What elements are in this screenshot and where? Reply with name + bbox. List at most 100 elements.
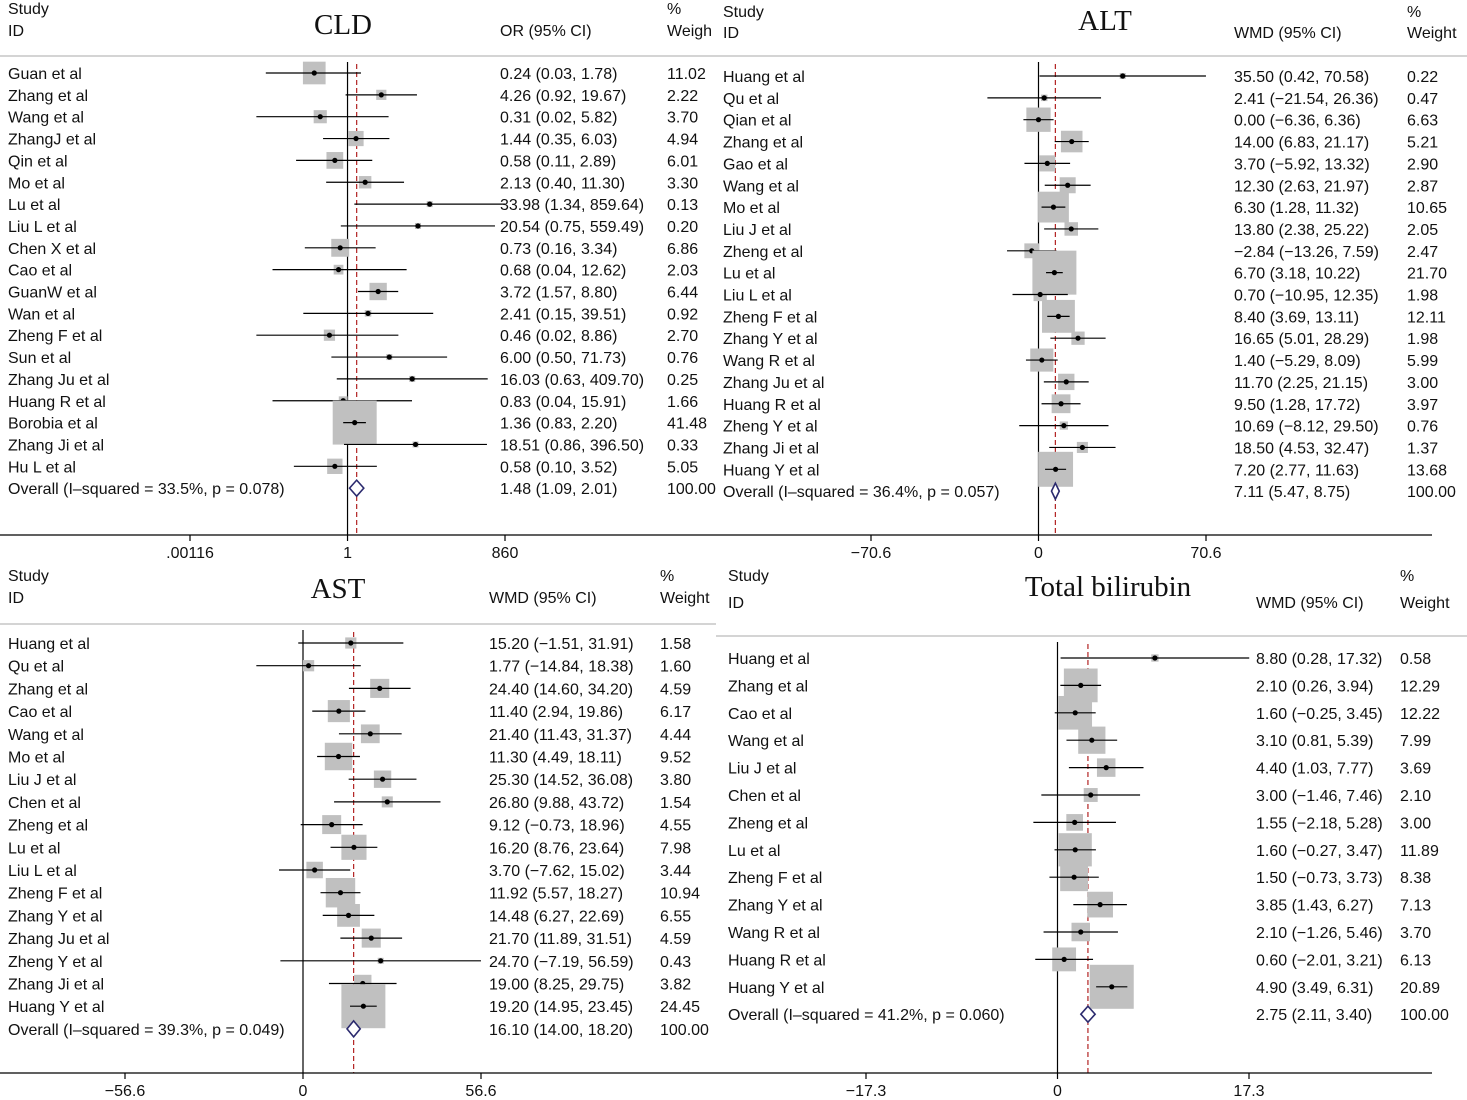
study-label: Borobia et al (8, 416, 98, 433)
study-label: Cao et al (728, 706, 792, 723)
point-estimate (329, 822, 335, 828)
effect-ci: 2.41 (−21.54, 26.36) (1234, 91, 1379, 108)
study-row: Mo et al 11.30 (4.49, 18.11) 9.52 (8, 742, 691, 771)
overall-diamond (1050, 481, 1061, 501)
point-estimate (1075, 335, 1081, 341)
overall-weight: 100.00 (1407, 484, 1456, 501)
effect-ci: 10.69 (−8.12, 29.50) (1234, 419, 1379, 436)
effect-ci: 33.98 (1.34, 859.64) (500, 197, 644, 214)
study-row: Mo et al 6.30 (1.28, 11.32) 10.65 (723, 191, 1447, 223)
point-estimate (375, 288, 381, 295)
effect-ci: 3.10 (0.81, 5.39) (1256, 733, 1373, 750)
study-label: Gao et al (723, 156, 788, 173)
study-row: Zhang Ji et al 18.50 (4.53, 32.47) 1.37 (723, 440, 1438, 457)
study-row: Huang Y et al 7.20 (2.77, 11.63) 13.68 (723, 451, 1447, 487)
header-study: Study (728, 568, 769, 585)
point-estimate (353, 135, 359, 142)
study-label: Zheng Y et al (723, 419, 818, 436)
plot-title: CLD (314, 9, 372, 41)
study-row: Huang et al 8.80 (0.28, 17.32) 0.58 (728, 651, 1431, 668)
effect-ci: 11.40 (2.94, 19.86) (489, 704, 623, 721)
weight-value: 5.99 (1407, 353, 1438, 370)
weight-value: 2.47 (1407, 244, 1438, 261)
study-row: Liu L et al 3.70 (−7.62, 15.02) 3.44 (8, 861, 691, 880)
study-label: Lu et al (723, 266, 775, 283)
study-label: Guan et al (8, 66, 82, 83)
point-estimate (386, 354, 392, 360)
weight-value: 3.82 (660, 977, 691, 994)
study-label: Wang R et al (728, 925, 820, 942)
effect-ci: 0.00 (−6.36, 6.36) (1234, 113, 1361, 130)
effect-ci: 2.10 (−1.26, 5.46) (1256, 925, 1383, 942)
effect-ci: 1.77 (−14.84, 18.38) (489, 659, 634, 676)
study-row: Liu J et al 25.30 (14.52, 36.08) 3.80 (8, 770, 691, 789)
point-estimate (377, 685, 383, 692)
point-estimate (415, 223, 421, 229)
study-label: Zhang Ju et al (8, 931, 109, 948)
point-estimate (305, 663, 312, 669)
weight-value: 1.60 (660, 659, 691, 676)
effect-ci: 24.70 (−7.19, 56.59) (489, 954, 634, 971)
study-label: Huang R et al (8, 394, 106, 411)
study-label: Huang R et al (728, 952, 826, 969)
header-weight: Weight (660, 590, 710, 607)
study-label: Wang et al (728, 733, 804, 750)
study-label: Chen et al (728, 788, 801, 805)
point-estimate (1152, 655, 1158, 661)
point-estimate (335, 267, 342, 273)
overall-label: Overall (I–squared = 39.3%, p = 0.049) (8, 1022, 285, 1039)
study-row: Sun et al 6.00 (0.50, 71.73) 0.76 (8, 350, 698, 367)
study-row: Liu L et al 20.54 (0.75, 559.49) 0.20 (8, 219, 698, 236)
weight-value: 5.21 (1407, 135, 1438, 152)
point-estimate (1039, 357, 1045, 363)
weight-value: 10.94 (660, 886, 700, 903)
weight-value: 6.55 (660, 908, 691, 925)
weight-value: 4.59 (660, 681, 691, 698)
x-tick-label: 17.3 (1233, 1083, 1264, 1100)
study-row: Wan et al 2.41 (0.15, 39.51) 0.92 (8, 306, 698, 323)
study-row: Wang R et al 1.40 (−5.29, 8.09) 5.99 (723, 348, 1438, 372)
weight-value: 11.02 (667, 66, 706, 83)
point-estimate (360, 1003, 366, 1009)
weight-value: 2.22 (667, 88, 698, 105)
study-label: Qu et al (8, 659, 64, 676)
study-label: Huang Y et al (8, 999, 104, 1016)
study-row: Gao et al 3.70 (−5.92, 13.32) 2.90 (723, 155, 1438, 173)
effect-ci: 0.83 (0.04, 15.91) (500, 394, 626, 411)
weight-value: 0.58 (1400, 651, 1431, 668)
overall-label: Overall (I–squared = 41.2%, p = 0.060) (728, 1007, 1005, 1024)
effect-ci: 2.13 (0.40, 11.30) (500, 175, 625, 192)
point-estimate (1068, 226, 1074, 232)
study-label: Wang et al (8, 727, 84, 744)
study-row: Lu et al 33.98 (1.34, 859.64) 0.13 (8, 197, 698, 214)
header-id: ID (8, 590, 24, 607)
study-label: Qian et al (723, 113, 791, 130)
weight-value: 1.58 (660, 636, 691, 653)
weight-value: 12.11 (1407, 309, 1446, 326)
header-percent: % (1400, 568, 1414, 585)
effect-ci: 1.50 (−0.73, 3.73) (1256, 870, 1383, 887)
study-row: Wang et al 21.40 (11.43, 31.37) 4.44 (8, 724, 691, 744)
study-row: Zheng F et al 1.50 (−0.73, 3.73) 8.38 (728, 863, 1431, 892)
effect-ci: 1.36 (0.83, 2.20) (500, 416, 617, 433)
study-row: Zheng F et al 11.92 (5.57, 18.27) 10.94 (8, 877, 700, 908)
study-row: Zhang Ju et al 11.70 (2.25, 21.15) 3.00 (723, 373, 1438, 392)
point-estimate (384, 799, 390, 805)
x-tick-label: 56.6 (465, 1083, 496, 1100)
effect-ci: 25.30 (14.52, 36.08) (489, 772, 633, 789)
effect-ci: 15.20 (−1.51, 31.91) (489, 636, 634, 653)
effect-ci: 18.51 (0.86, 396.50) (500, 437, 644, 454)
effect-ci: 7.20 (2.77, 11.63) (1234, 462, 1359, 479)
study-label: Huang R et al (723, 397, 821, 414)
overall-weight: 100.00 (1400, 1007, 1449, 1024)
point-estimate (1061, 956, 1067, 963)
effect-ci: 20.54 (0.75, 559.49) (500, 219, 644, 236)
effect-ci: 0.58 (0.11, 2.89) (500, 153, 616, 170)
study-label: Zhang et al (8, 88, 88, 105)
effect-ci: 9.50 (1.28, 17.72) (1234, 397, 1360, 414)
point-estimate (1109, 984, 1115, 990)
study-row: Zheng F et al 0.46 (0.02, 8.86) 2.70 (8, 328, 698, 345)
study-row: Lu et al 6.70 (3.18, 10.22) 21.70 (723, 250, 1447, 295)
x-tick-label: 0 (1053, 1083, 1062, 1100)
point-estimate (336, 708, 342, 714)
